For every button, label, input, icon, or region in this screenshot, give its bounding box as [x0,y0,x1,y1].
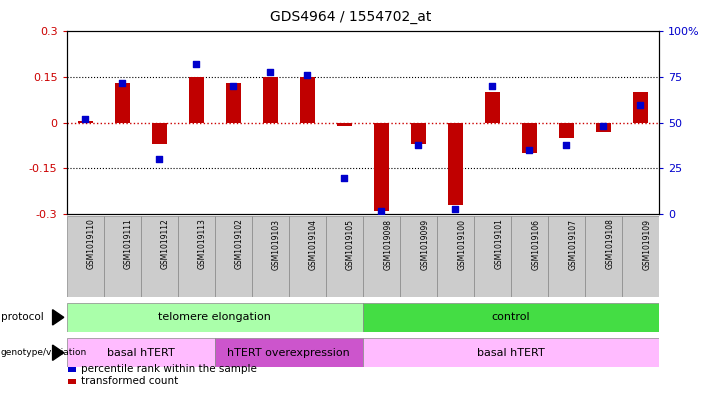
Bar [151,123,167,144]
Bar [252,216,289,297]
Text: GSM1019102: GSM1019102 [235,219,244,270]
Bar [263,77,278,123]
Text: GSM1019103: GSM1019103 [272,219,281,270]
Bar [177,216,215,297]
Bar [289,216,326,297]
Bar [474,216,511,297]
Text: GSM1019109: GSM1019109 [642,219,651,270]
Bar [559,123,574,138]
Bar [596,123,611,132]
Text: GSM1019110: GSM1019110 [87,219,96,270]
Text: transformed count: transformed count [81,376,178,386]
Text: GDS4964 / 1554702_at: GDS4964 / 1554702_at [270,10,431,24]
Bar [363,303,659,332]
Bar [300,77,315,123]
Text: control: control [491,312,530,322]
Text: GSM1019101: GSM1019101 [494,219,503,270]
Point [486,83,498,90]
Bar [363,216,400,297]
Point [154,156,165,163]
Point [413,141,424,148]
Bar [633,92,648,123]
Point [450,206,461,212]
Point [635,101,646,108]
Text: basal hTERT: basal hTERT [107,348,175,358]
Bar [67,216,104,297]
Bar [522,123,537,153]
Bar [511,216,548,297]
Polygon shape [53,345,64,360]
Text: GSM1019108: GSM1019108 [605,219,614,270]
Bar [326,216,363,297]
Bar [78,121,93,123]
Bar [104,216,141,297]
Point [301,72,313,79]
Text: GSM1019106: GSM1019106 [531,219,540,270]
Text: GSM1019099: GSM1019099 [420,219,429,270]
Text: protocol: protocol [1,312,43,322]
Bar [215,216,252,297]
Bar [548,216,585,297]
Bar [141,216,177,297]
Bar [67,379,76,384]
Text: GSM1019100: GSM1019100 [457,219,466,270]
Text: hTERT overexpression: hTERT overexpression [227,348,350,358]
Bar [226,83,240,123]
Bar [67,303,363,332]
Bar [215,338,363,367]
Point [79,116,90,122]
Bar [363,338,659,367]
Bar [622,216,659,297]
Bar [448,123,463,205]
Point [228,83,239,90]
Text: basal hTERT: basal hTERT [477,348,545,358]
Text: telomere elongation: telomere elongation [158,312,271,322]
Bar [411,123,426,144]
Text: percentile rank within the sample: percentile rank within the sample [81,364,257,375]
Point [339,174,350,181]
Text: genotype/variation: genotype/variation [1,348,87,357]
Point [598,123,609,130]
Bar [189,77,203,123]
Bar [585,216,622,297]
Text: GSM1019104: GSM1019104 [309,219,318,270]
Bar [437,216,474,297]
Bar [485,92,500,123]
Point [376,208,387,214]
Point [561,141,572,148]
Point [524,147,535,153]
Text: GSM1019111: GSM1019111 [124,219,133,269]
Bar [400,216,437,297]
Text: GSM1019098: GSM1019098 [383,219,392,270]
Bar [67,338,215,367]
Point [191,61,202,68]
Text: GSM1019107: GSM1019107 [569,219,577,270]
Bar [337,123,352,126]
Text: GSM1019113: GSM1019113 [198,219,207,270]
Point [116,79,128,86]
Text: GSM1019105: GSM1019105 [346,219,355,270]
Polygon shape [53,310,64,325]
Point [264,68,275,75]
Bar [374,123,388,211]
Text: GSM1019112: GSM1019112 [161,219,170,269]
Bar [67,367,76,372]
Bar [115,83,130,123]
